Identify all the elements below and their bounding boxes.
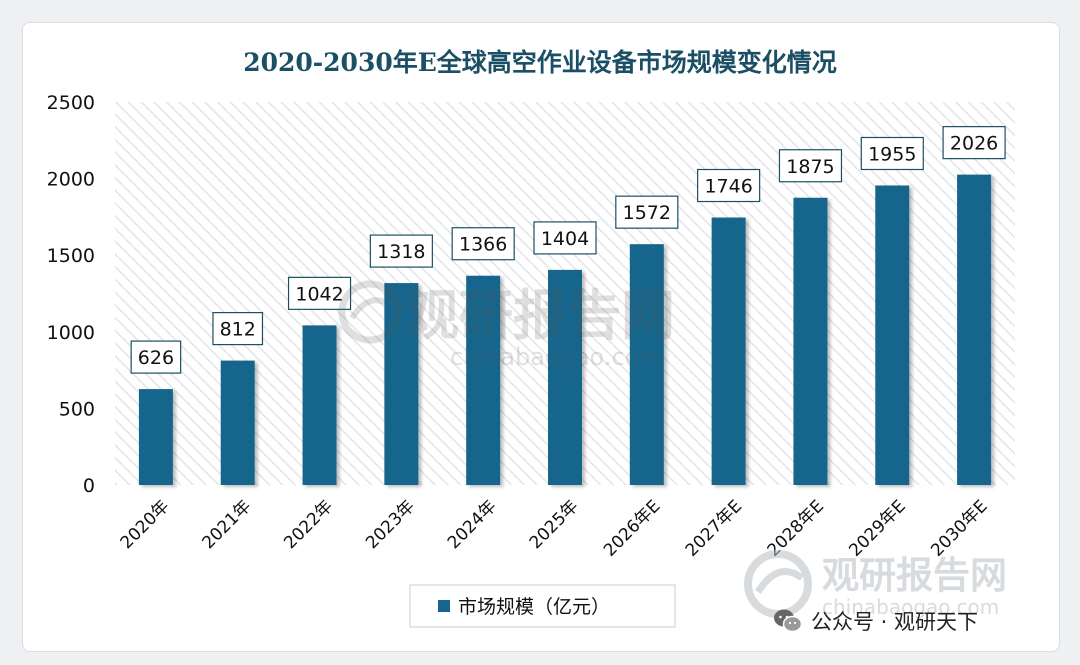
data-label: 1746	[704, 176, 752, 198]
bar	[793, 198, 827, 485]
data-label: 1042	[295, 283, 343, 305]
watermark-corner-logo-icon	[748, 554, 808, 614]
watermark-center-cn: 观研报告网	[405, 284, 675, 347]
x-tick-label: 2023年	[362, 496, 419, 553]
bar	[139, 389, 173, 485]
bar	[221, 361, 255, 485]
y-tick-label: 500	[59, 398, 95, 420]
x-tick-label: 2030年E	[927, 496, 991, 560]
data-label: 1572	[623, 202, 671, 224]
watermark-center-en: chinabaogao.com	[450, 343, 663, 371]
data-label: 1366	[459, 234, 507, 256]
bar	[712, 218, 746, 485]
y-tick-label: 0	[83, 475, 95, 497]
data-label: 626	[138, 347, 174, 369]
watermark-corner-cn: 观研报告网	[822, 554, 1007, 597]
legend-label: 市场规模（亿元）	[458, 596, 610, 618]
footer-text: 公众号 · 观研天下	[811, 606, 978, 636]
chart-title: 2020-2030年E全球高空作业设备市场规模变化情况	[243, 48, 837, 77]
legend-swatch	[438, 600, 450, 612]
x-tick-label: 2024年	[444, 496, 501, 553]
y-tick-label: 1500	[47, 245, 95, 267]
x-tick-label: 2026年E	[600, 496, 664, 560]
x-tick-label: 2025年	[526, 496, 583, 553]
data-label: 2026	[950, 133, 998, 155]
x-tick-label: 2029年E	[845, 496, 909, 560]
data-label: 1875	[786, 156, 834, 178]
data-label: 1955	[868, 143, 916, 165]
bar	[875, 185, 909, 485]
x-tick-label: 2027年E	[682, 496, 746, 560]
data-label: 1404	[541, 228, 589, 250]
bar	[957, 175, 991, 485]
x-tick-label: 2021年	[199, 496, 256, 553]
y-tick-label: 1000	[47, 322, 95, 344]
bar	[303, 325, 337, 485]
footer-attribution: 公众号 · 观研天下	[773, 606, 978, 636]
x-tick-label: 2022年	[280, 496, 337, 553]
data-label: 812	[220, 319, 256, 341]
x-tick-label: 2020年	[117, 496, 174, 553]
data-label: 1318	[377, 241, 425, 263]
wechat-icon	[773, 608, 803, 634]
y-tick-label: 2500	[47, 92, 95, 114]
y-tick-label: 2000	[47, 169, 95, 191]
